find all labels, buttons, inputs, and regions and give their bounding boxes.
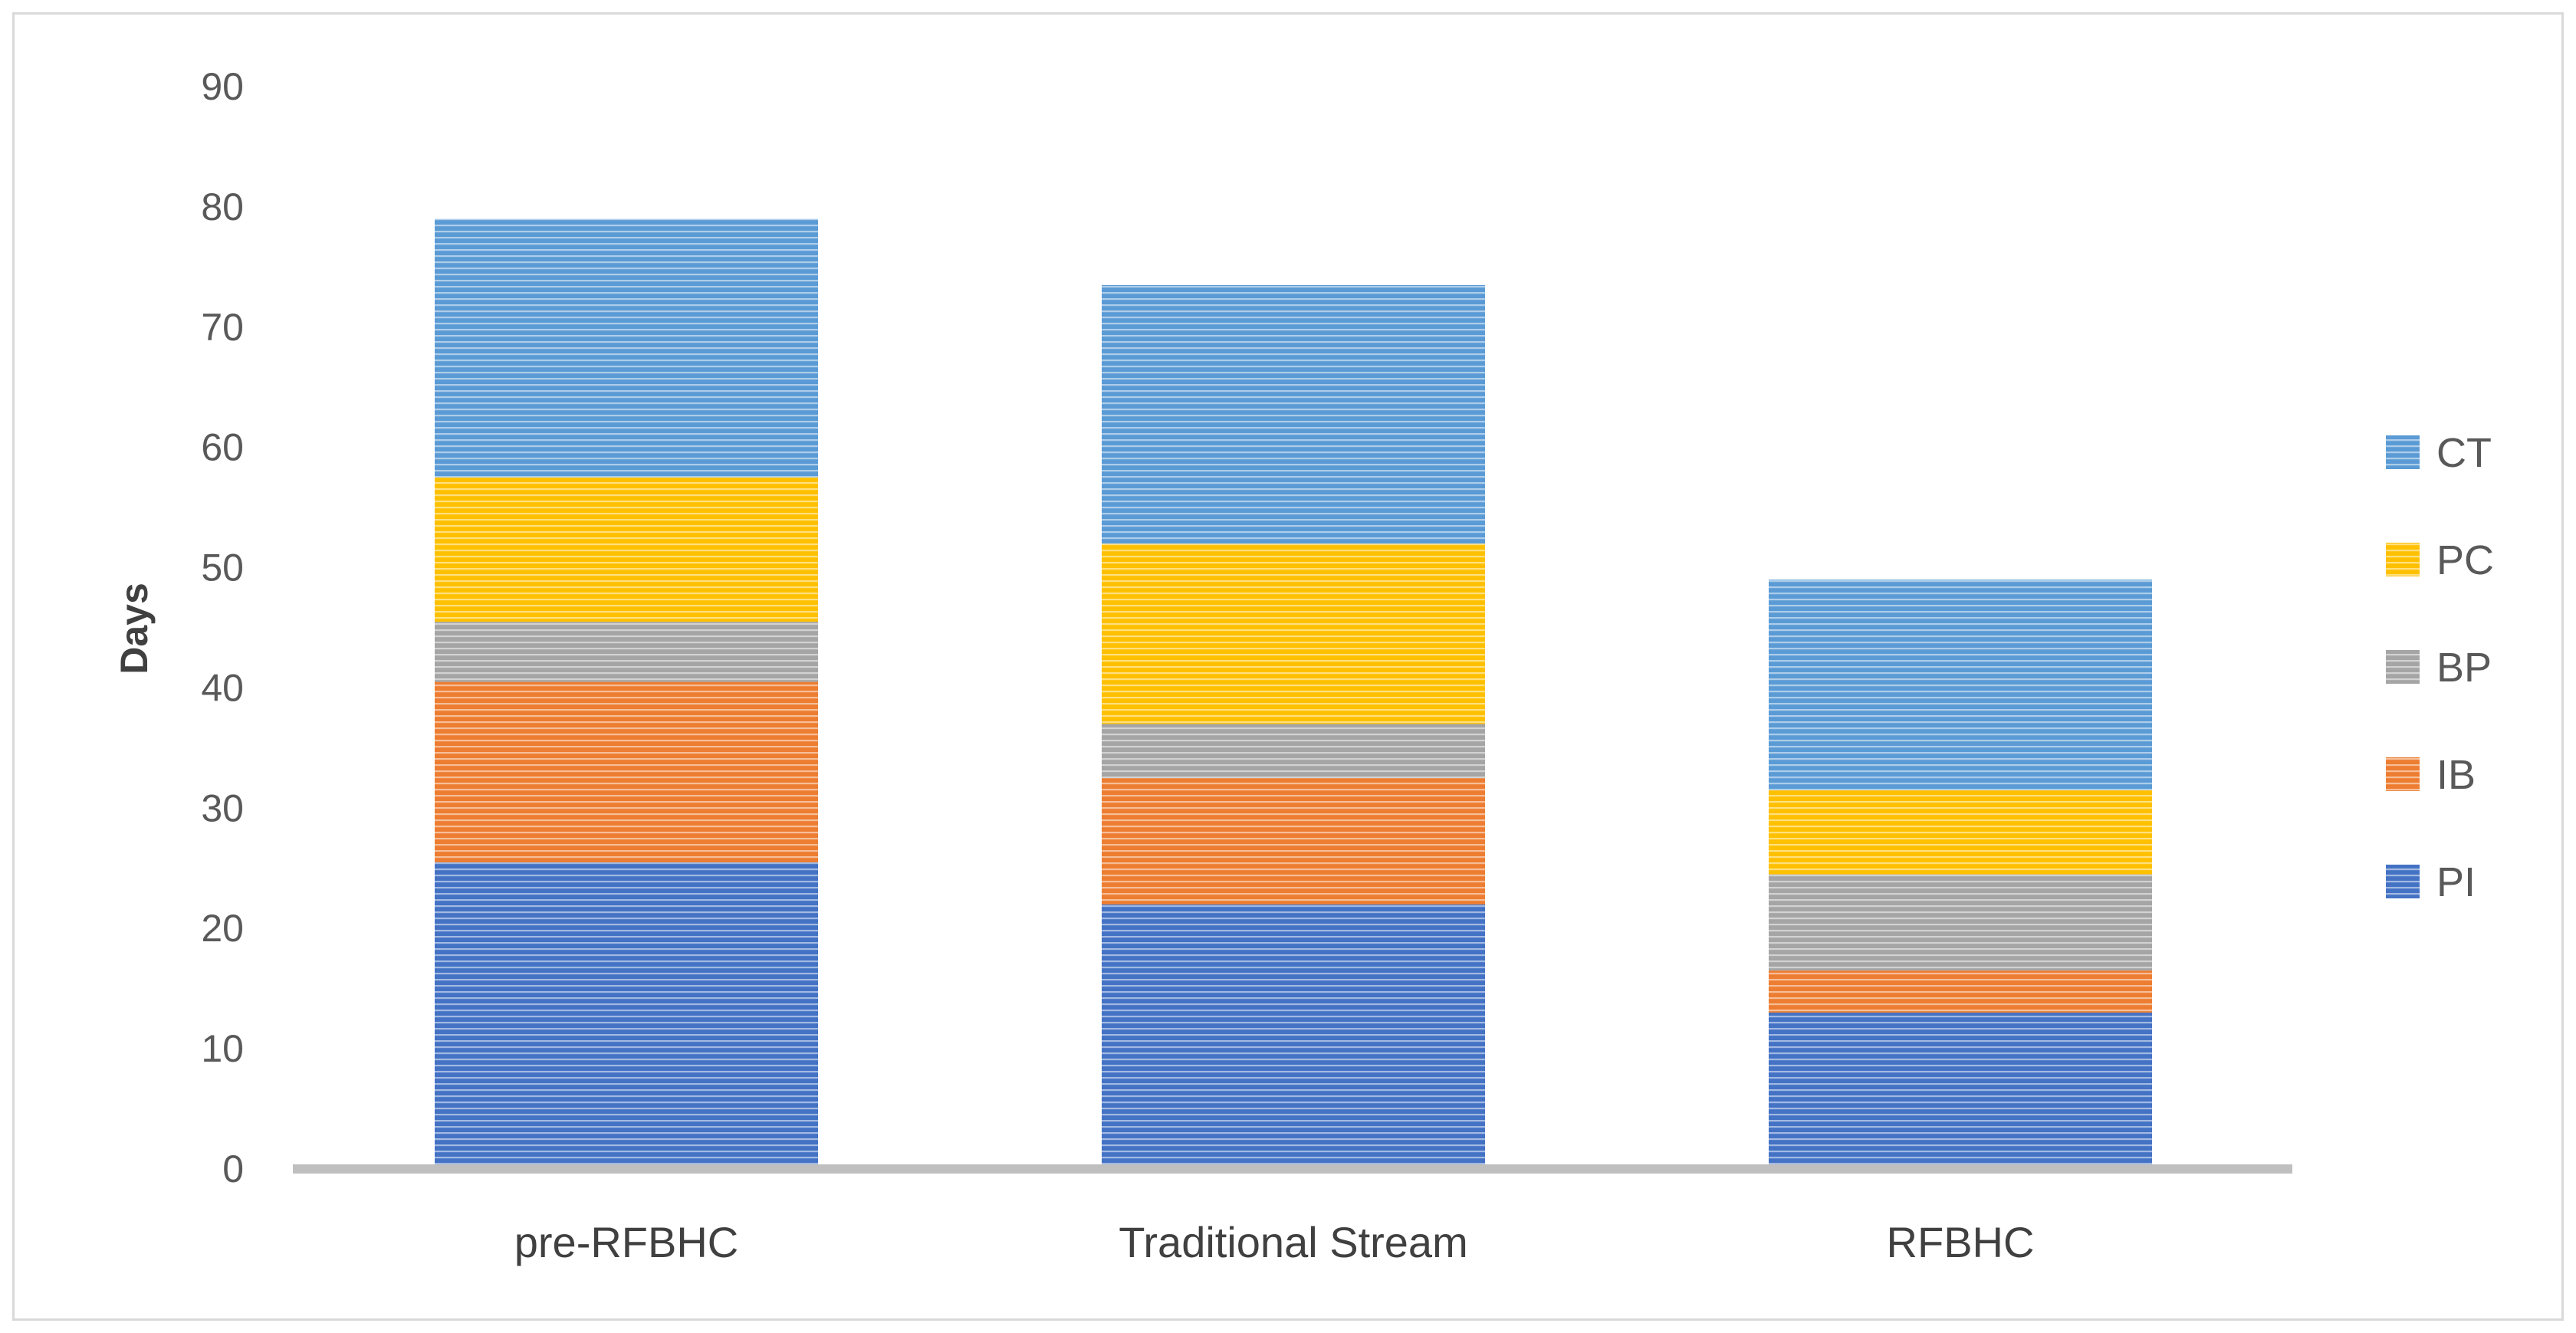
bar-segment-pc — [1769, 790, 2152, 875]
y-tick-label: 40 — [201, 666, 244, 709]
bars — [435, 218, 2152, 1169]
y-axis-tick-labels: 0 10 20 30 40 50 60 70 80 90 — [201, 65, 244, 1190]
y-tick-label: 60 — [201, 426, 244, 469]
bar-segment-ib — [1102, 778, 1485, 905]
x-category-label: Traditional Stream — [1119, 1218, 1467, 1266]
bar-segment-pc — [435, 477, 818, 622]
y-tick-label: 20 — [201, 907, 244, 950]
bar-segment-pi — [435, 862, 818, 1169]
legend-label-pc: PC — [2436, 537, 2494, 583]
y-tick-label: 90 — [201, 65, 244, 108]
y-tick-label: 0 — [222, 1147, 244, 1190]
bar-segment-ct — [1102, 284, 1485, 544]
y-tick-label: 10 — [201, 1027, 244, 1070]
y-axis-title: Days — [113, 583, 156, 675]
legend-label-pi: PI — [2436, 859, 2476, 905]
bar-segment-bp — [435, 622, 818, 682]
bar-segment-bp — [1769, 874, 2152, 971]
bar-segment-pi — [1769, 1013, 2152, 1169]
legend-label-ct: CT — [2436, 430, 2492, 476]
bar-segment-bp — [1102, 724, 1485, 779]
legend-swatch-pc — [2386, 543, 2420, 576]
legend-swatch-ib — [2386, 757, 2420, 791]
x-category-label: pre-RFBHC — [514, 1218, 738, 1266]
legend: CT PC BP IB PI — [2386, 430, 2494, 905]
bar-segment-ib — [1769, 970, 2152, 1013]
bar-segment-pc — [1102, 543, 1485, 724]
legend-swatch-pi — [2386, 865, 2420, 898]
x-axis-category-labels: pre-RFBHC Traditional Stream RFBHC — [514, 1218, 2035, 1266]
legend-label-bp: BP — [2436, 645, 2492, 691]
bar-segment-ct — [435, 218, 818, 478]
bar-segment-pi — [1102, 904, 1485, 1169]
legend-swatch-ct — [2386, 435, 2420, 469]
legend-label-ib: IB — [2436, 752, 2476, 798]
y-tick-label: 80 — [201, 186, 244, 228]
legend-swatch-bp — [2386, 650, 2420, 684]
x-category-label: RFBHC — [1887, 1218, 2035, 1266]
y-tick-label: 50 — [201, 547, 244, 589]
bar-segment-ib — [435, 681, 818, 862]
y-tick-label: 70 — [201, 306, 244, 349]
y-tick-label: 30 — [201, 786, 244, 829]
bar-segment-ct — [1769, 579, 2152, 790]
